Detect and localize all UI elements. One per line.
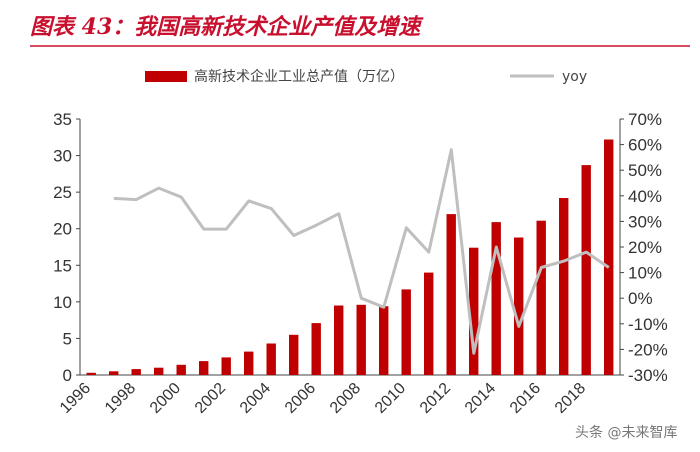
bar-2019 [604, 139, 614, 375]
bar-2001 [199, 361, 209, 375]
x-tick-label: 2006 [282, 380, 319, 417]
right-tick-label: 20% [628, 238, 662, 257]
bar-2013 [469, 247, 479, 375]
right-tick-label: -30% [628, 366, 668, 385]
left-tick-label: 5 [63, 329, 72, 348]
bar-2006 [311, 323, 321, 375]
bar-series [86, 139, 614, 375]
right-tick-label: 70% [628, 110, 662, 129]
x-tick-label: 2016 [507, 380, 544, 417]
right-tick-label: -10% [628, 315, 668, 334]
x-tick-label: 2010 [372, 380, 409, 417]
bar-2009 [379, 306, 389, 375]
right-tick-label: 30% [628, 212, 662, 231]
bar-2011 [424, 272, 434, 375]
chart-title: 图表 43：我国高新技术企业产值及增速 [30, 14, 424, 40]
right-tick-label: 40% [628, 187, 662, 206]
x-tick-label: 2002 [192, 380, 229, 417]
right-tick-label: 50% [628, 161, 662, 180]
x-tick-label: 2004 [237, 380, 274, 417]
bar-2018 [581, 165, 591, 375]
x-tick-label: 2018 [552, 380, 589, 417]
legend-line-label: yoy [562, 69, 587, 85]
legend: 高新技术企业工业总产值（万亿） yoy [145, 68, 587, 85]
left-tick-label: 10 [53, 293, 72, 312]
left-tick-label: 15 [53, 256, 72, 275]
bar-2003 [244, 351, 254, 375]
bar-2012 [446, 214, 456, 375]
x-tick-label: 2008 [327, 380, 364, 417]
left-tick-label: 25 [53, 183, 72, 202]
bar-1999 [154, 367, 164, 375]
legend-bar-label: 高新技术企业工业总产值（万亿） [194, 68, 404, 85]
x-tick-label: 1996 [57, 380, 94, 417]
legend-bar-swatch [145, 71, 187, 82]
bar-2002 [221, 357, 231, 375]
bar-2010 [401, 289, 411, 375]
bar-2016 [536, 220, 546, 375]
bar-2015 [514, 237, 524, 375]
bar-2005 [289, 334, 299, 375]
bar-2008 [356, 304, 366, 375]
right-axis-tick-labels: -30% -20% -10% 0% 10% 20% 30% 40% 50% 60% 70% [620, 110, 668, 385]
left-tick-label: 20 [53, 220, 72, 239]
line-series [113, 148, 610, 355]
x-tick-label: 1998 [102, 380, 139, 417]
bar-2000 [176, 364, 186, 375]
right-tick-label: -20% [628, 340, 668, 359]
right-tick-label: 0% [628, 289, 653, 308]
bar-2017 [559, 198, 569, 375]
left-tick-label: 30 [53, 147, 72, 166]
right-tick-label: 60% [628, 136, 662, 155]
bar-2004 [266, 343, 276, 375]
watermark: 头条 @未来智库 [575, 424, 677, 441]
yoy-line [113, 148, 610, 355]
left-axis-tick-labels: 0 5 10 15 20 25 30 35 [53, 110, 80, 385]
left-tick-label: 35 [53, 110, 72, 129]
bar-1997 [109, 371, 119, 375]
right-tick-label: 10% [628, 264, 662, 283]
left-tick-label: 0 [63, 366, 72, 385]
bar-2007 [334, 305, 344, 375]
bar-1996 [86, 372, 96, 375]
x-tick-label: 2014 [462, 380, 499, 417]
x-tick-label: 2000 [147, 380, 184, 417]
bar-2014 [491, 222, 501, 375]
bar-1998 [131, 369, 141, 375]
x-tick-label: 2012 [417, 380, 454, 417]
x-axis-tick-labels: 1996 1998 2000 2002 2004 2006 2008 2010 2012 2014… [57, 380, 589, 417]
